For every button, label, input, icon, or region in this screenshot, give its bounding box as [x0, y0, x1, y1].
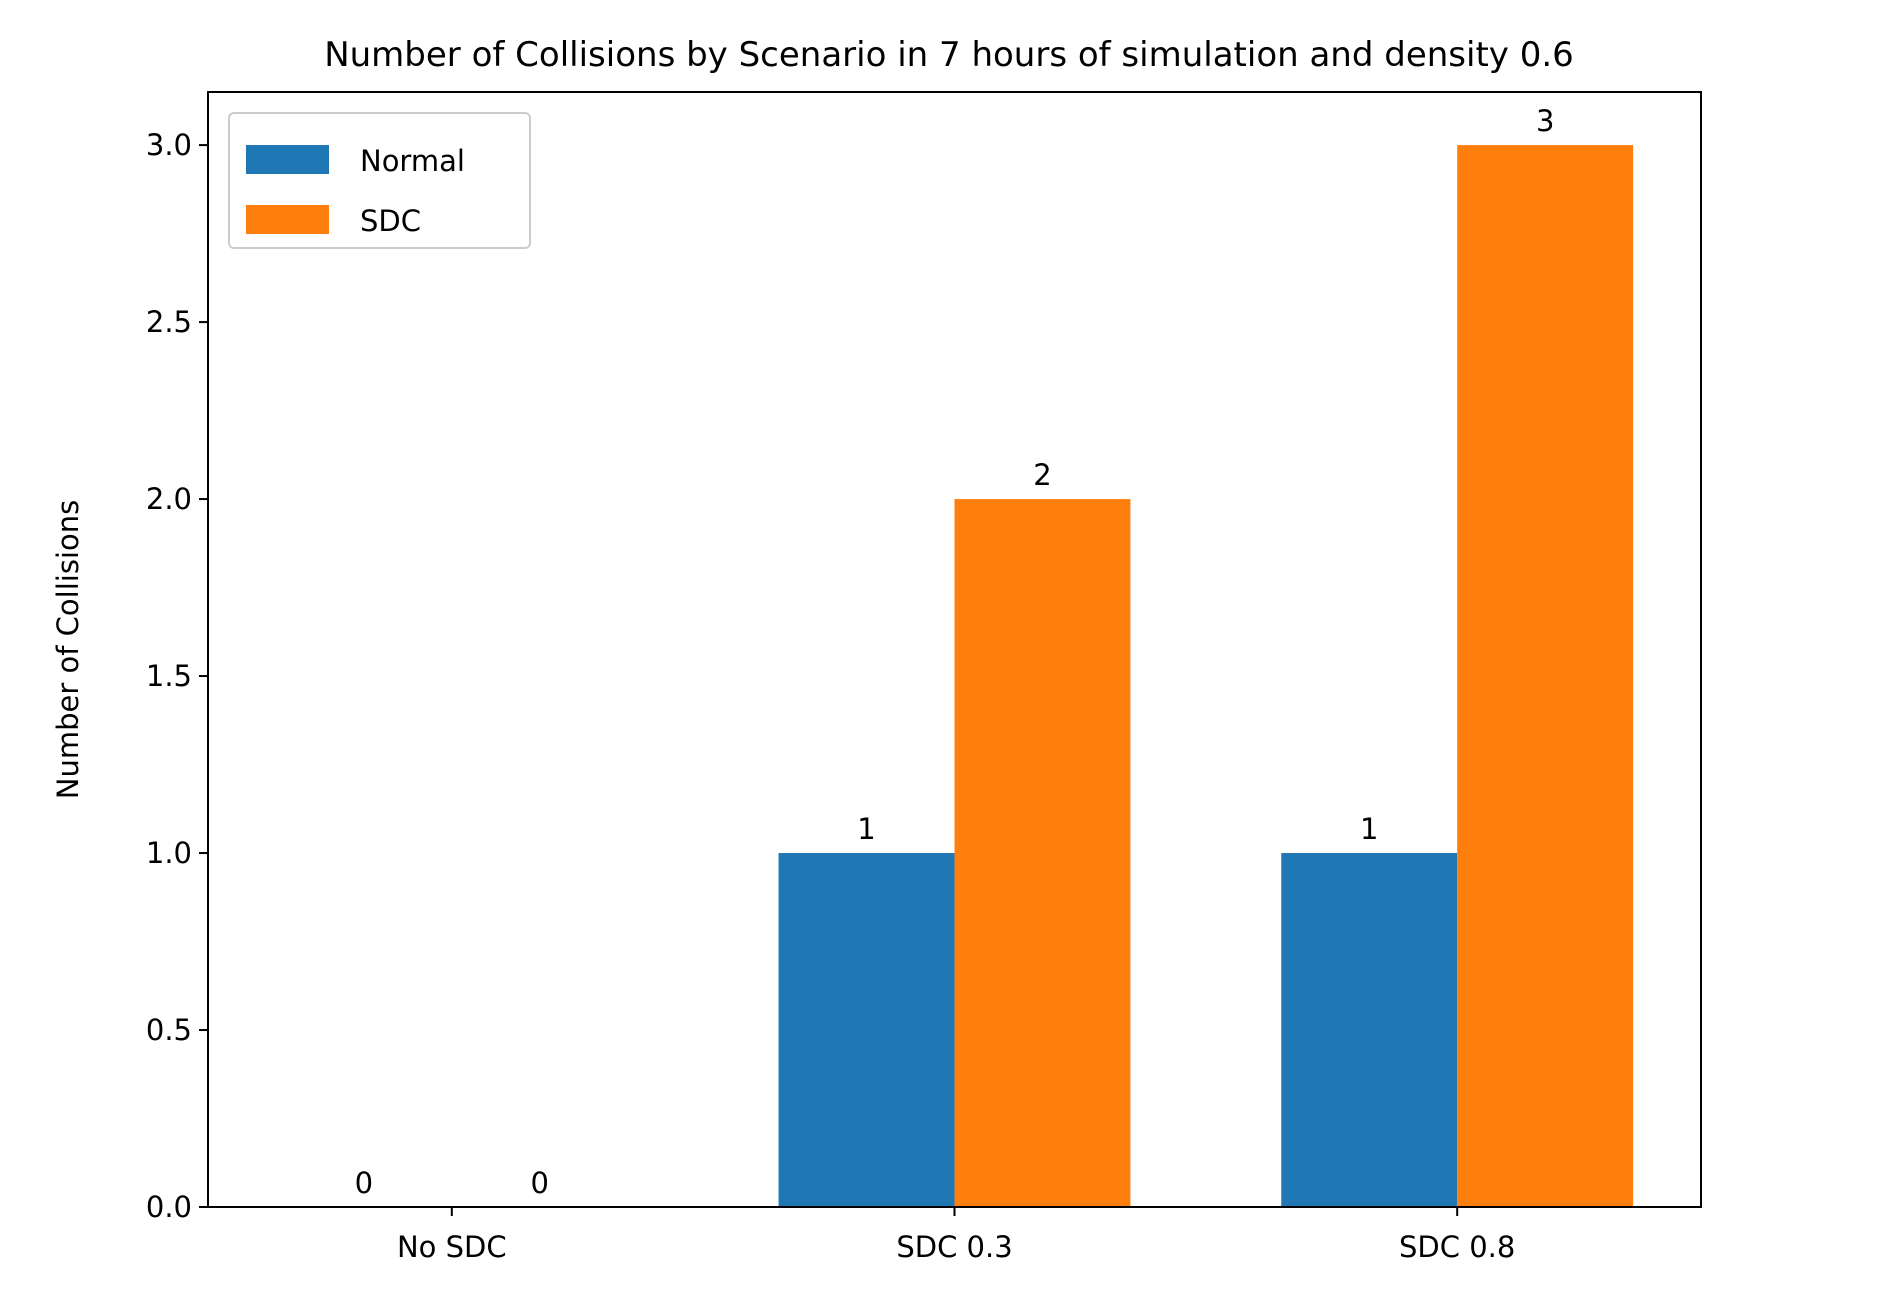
y-tick-label: 0.0 — [146, 1190, 192, 1224]
data-label-normal-0: 0 — [355, 1166, 373, 1200]
data-label-sdc-1: 2 — [1033, 458, 1051, 492]
plot-area: 0 1 1 0 2 3 0.0 0.5 1.0 1.5 2.0 2.5 3.0 No SDC SDC 0.3… — [146, 91, 1702, 1264]
legend-label-sdc: SDC — [360, 204, 421, 238]
data-label-sdc-0: 0 — [531, 1166, 549, 1200]
y-tick-label: 2.5 — [146, 305, 192, 339]
y-tick-label: 1.0 — [146, 836, 192, 870]
legend-swatch-sdc — [246, 205, 329, 234]
y-tick-label: 3.0 — [146, 128, 192, 162]
y-tick-label: 1.5 — [146, 659, 192, 693]
y-tick-label: 2.0 — [146, 482, 192, 516]
bar-sdc-2 — [1457, 145, 1634, 1208]
bar-sdc-1 — [954, 499, 1131, 1208]
legend-swatch-normal — [246, 145, 329, 174]
x-tick-label: SDC 0.8 — [1399, 1230, 1515, 1264]
x-tick-label: SDC 0.3 — [896, 1230, 1012, 1264]
chart-title: Number of Collisions by Scenario in 7 ho… — [324, 35, 1574, 75]
bar-normal-2 — [1281, 853, 1458, 1207]
y-tick-label: 0.5 — [146, 1013, 192, 1047]
x-tick-label: No SDC — [397, 1230, 507, 1264]
y-axis-label: Number of Collisions — [51, 500, 85, 799]
data-label-sdc-2: 3 — [1536, 104, 1554, 138]
legend-label-normal: Normal — [360, 144, 465, 178]
data-label-normal-2: 1 — [1360, 812, 1378, 846]
bar-normal-1 — [778, 853, 955, 1207]
data-label-normal-1: 1 — [857, 812, 875, 846]
